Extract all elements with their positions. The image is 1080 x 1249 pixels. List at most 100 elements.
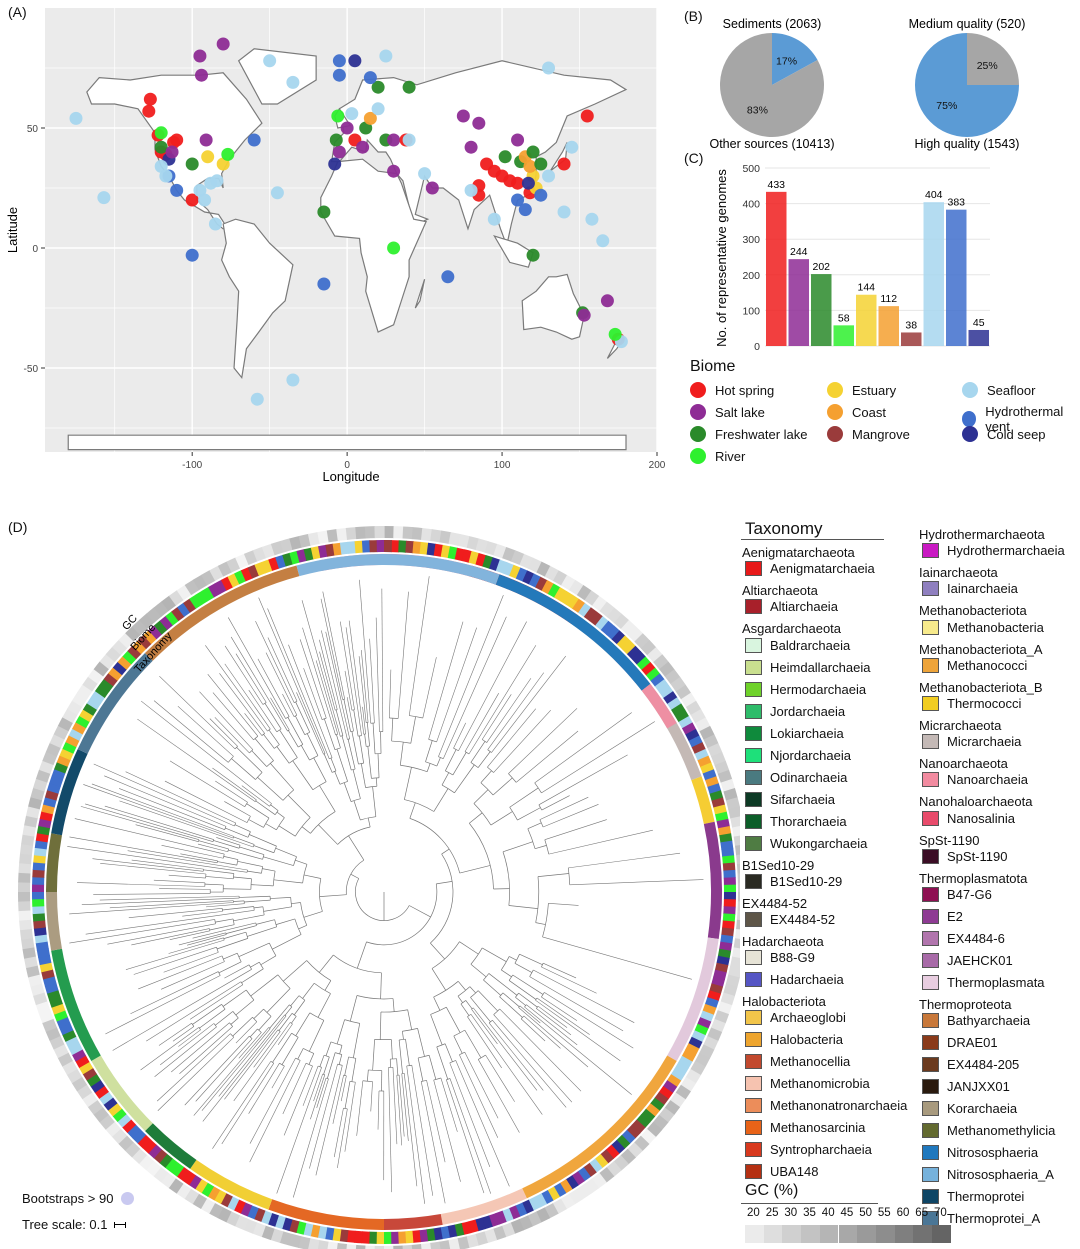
map-point bbox=[329, 133, 343, 147]
biome-ring-segment bbox=[165, 611, 179, 626]
legend-dot-icon bbox=[690, 404, 706, 420]
pie-top-label: Sediments (2063) bbox=[723, 17, 822, 31]
biome-ring-segment bbox=[447, 1224, 458, 1238]
legend-swatch-icon bbox=[922, 1057, 939, 1073]
taxonomy-legend-item: Thermococci bbox=[922, 696, 1021, 711]
biome-ring-segment bbox=[671, 703, 686, 717]
gc-ring-segment bbox=[345, 1243, 357, 1249]
taxonomy-class-label: Archaeoglobi bbox=[770, 1010, 846, 1026]
bar-value-label: 112 bbox=[880, 293, 897, 305]
gc-ring-segment bbox=[374, 526, 385, 539]
gc-ring-segment bbox=[675, 684, 692, 700]
pie-slice-label: 83% bbox=[747, 105, 768, 117]
gc-ring-segment bbox=[685, 1069, 701, 1084]
gc-ring-segment bbox=[646, 1121, 663, 1138]
map-point bbox=[600, 294, 614, 308]
gc-ring-segment bbox=[18, 872, 31, 883]
map-point bbox=[387, 164, 401, 178]
biome-ring-segment bbox=[82, 1067, 97, 1081]
taxonomy-ring-sector bbox=[46, 833, 62, 892]
gc-ring-segment bbox=[720, 992, 735, 1006]
biome-ring-segment bbox=[461, 1221, 472, 1235]
biome-legend-label: Salt lake bbox=[715, 404, 765, 420]
biome-ring-segment bbox=[207, 1186, 221, 1201]
legend-dot-icon bbox=[690, 426, 706, 442]
gc-ring-segment bbox=[561, 575, 576, 591]
pie-slice bbox=[915, 33, 1019, 137]
taxonomy-legend-item: Methanonatronarchaeia bbox=[745, 1098, 907, 1114]
gc-ring-segment bbox=[576, 585, 592, 601]
biome-ring-segment bbox=[631, 651, 646, 665]
biome-ring-segment bbox=[721, 927, 735, 937]
map-point bbox=[286, 75, 300, 89]
gc-ring-segment bbox=[168, 1178, 184, 1194]
biome-ring-segment bbox=[411, 1230, 421, 1243]
biome-legend-item: Hydrothermal vent bbox=[962, 404, 1080, 434]
biome-ring-segment bbox=[117, 656, 132, 670]
biome-ring-segment bbox=[260, 1210, 273, 1225]
biome-ring-segment bbox=[332, 542, 342, 556]
gc-ring-segment bbox=[18, 900, 31, 912]
tree-scale-label: Tree scale: 0.1 bbox=[22, 1217, 108, 1232]
taxonomy-class-label: Nanoarchaeia bbox=[947, 772, 1028, 788]
map-point bbox=[193, 183, 207, 197]
map-point bbox=[201, 150, 215, 164]
bar-value-label: 38 bbox=[905, 319, 917, 331]
biome-ring-segment bbox=[670, 1068, 686, 1082]
legend-swatch-icon bbox=[745, 659, 762, 675]
biome-ring-segment bbox=[346, 1230, 356, 1243]
biome-ring-segment bbox=[383, 1231, 392, 1244]
biome-ring-segment bbox=[636, 1114, 651, 1128]
bootstrap-label: Bootstraps > 90 bbox=[22, 1191, 114, 1206]
gc-ring-segment bbox=[735, 919, 740, 931]
map-point bbox=[356, 140, 370, 154]
taxonomy-class-label: Njordarchaeia bbox=[770, 747, 851, 763]
gc-ring-segment bbox=[280, 538, 293, 553]
biome-ring-segment bbox=[716, 955, 730, 966]
biome-ring-segment bbox=[691, 1030, 706, 1043]
map-point bbox=[221, 147, 235, 161]
gc-ring-segment bbox=[670, 676, 686, 693]
biome-ring-segment bbox=[195, 590, 209, 605]
biome-ring-segment bbox=[719, 941, 733, 952]
biome-ring-segment bbox=[347, 541, 357, 554]
gc-ring-segment bbox=[732, 826, 740, 838]
bar bbox=[901, 332, 922, 346]
biome-ring-segment bbox=[553, 1182, 567, 1198]
gc-ring-segment bbox=[429, 1241, 441, 1249]
legend-swatch-icon bbox=[922, 1101, 939, 1117]
bar-value-label: 383 bbox=[947, 197, 965, 209]
map-point bbox=[332, 145, 346, 159]
biome-ring-segment bbox=[713, 804, 727, 815]
map-point bbox=[526, 248, 540, 262]
biome-ring-segment bbox=[426, 542, 437, 556]
biome-ring-segment bbox=[317, 1225, 328, 1240]
gc-ring-segment bbox=[734, 845, 740, 856]
map-point bbox=[534, 188, 548, 202]
map-point bbox=[518, 203, 532, 217]
gc-ring-segment bbox=[99, 653, 116, 670]
biome-ring-segment bbox=[508, 1205, 521, 1220]
legend-swatch-icon bbox=[922, 581, 939, 597]
taxonomy-class-label: Korarchaeia bbox=[947, 1101, 1018, 1117]
map-ytick-label: -50 bbox=[24, 364, 39, 375]
taxonomy-legend-item: B1Sed10-29 bbox=[745, 873, 842, 889]
legend-swatch-icon bbox=[922, 909, 939, 924]
bar bbox=[856, 294, 877, 346]
map-point bbox=[345, 107, 359, 121]
map-point bbox=[511, 133, 525, 147]
gc-ring-segment bbox=[583, 1178, 600, 1194]
gc-ring-segment bbox=[22, 946, 36, 959]
biome-ring-segment bbox=[142, 1139, 157, 1154]
gc-ring-segment bbox=[131, 1148, 148, 1164]
bar bbox=[833, 325, 854, 346]
gc-ring-segment bbox=[723, 983, 738, 997]
map-point bbox=[198, 193, 212, 207]
taxonomy-class-label: Nitrososphaeria bbox=[947, 1145, 1039, 1161]
biome-ring-segment bbox=[71, 1048, 87, 1062]
taxonomy-class-label: B47-G6 bbox=[947, 887, 992, 902]
gc-ring-segment bbox=[105, 646, 122, 663]
biome-legend-label: Seafloor bbox=[987, 382, 1036, 398]
taxonomy-class-label: Nitrososphaeria_A bbox=[947, 1167, 1054, 1183]
bar-ylabel: No. of representative genomes bbox=[714, 169, 729, 347]
